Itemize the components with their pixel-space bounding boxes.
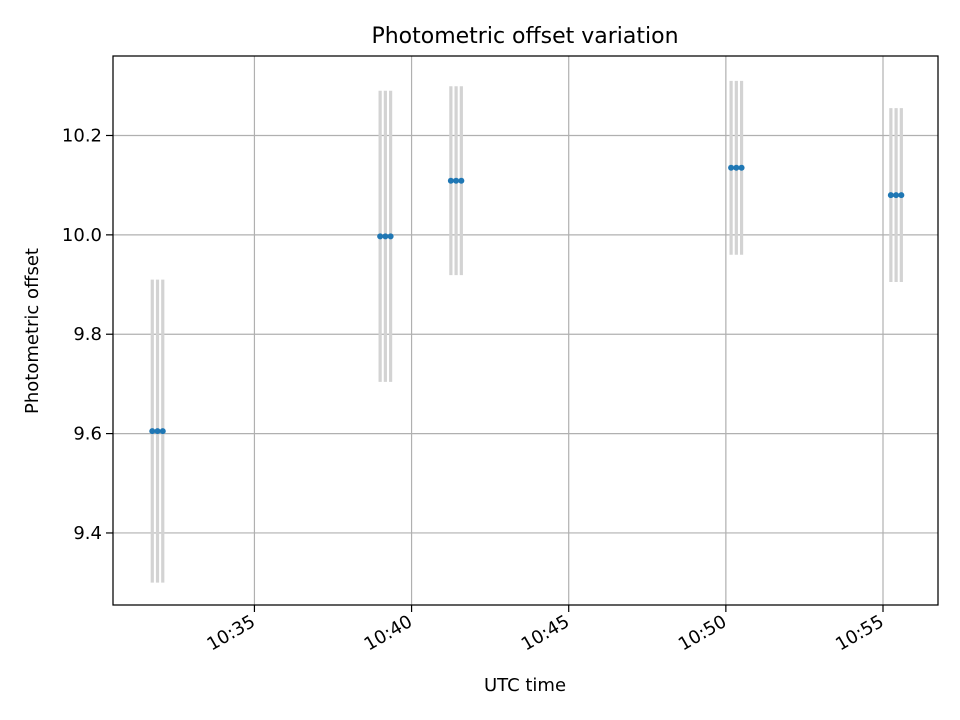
data-point: [728, 164, 735, 171]
y-axis-label: Photometric offset: [22, 248, 43, 414]
y-tick-label: 10.0: [62, 225, 102, 246]
x-axis-label: UTC time: [484, 675, 566, 696]
data-point: [458, 177, 465, 184]
data-point: [887, 192, 894, 199]
data-point: [733, 164, 740, 171]
data-points: [149, 164, 905, 435]
y-tick-label: 9.4: [73, 523, 102, 544]
data-point: [453, 177, 460, 184]
chart-title: Photometric offset variation: [371, 24, 678, 49]
y-tick-label: 9.8: [73, 324, 102, 345]
data-point: [154, 428, 161, 435]
data-point: [447, 177, 454, 184]
data-point: [387, 233, 394, 240]
data-point: [898, 192, 905, 199]
data-point: [382, 233, 389, 240]
y-tick-label: 10.2: [62, 125, 102, 146]
data-point: [377, 233, 384, 240]
plot-frame: [112, 55, 939, 606]
data-point: [159, 428, 166, 435]
y-axis: 9.4 9.6 9.8 10.0 10.2: [62, 125, 113, 544]
data-point: [738, 164, 745, 171]
data-point: [149, 428, 156, 435]
data-point: [893, 192, 900, 199]
y-tick-label: 9.6: [73, 424, 102, 445]
grid: [113, 56, 938, 605]
